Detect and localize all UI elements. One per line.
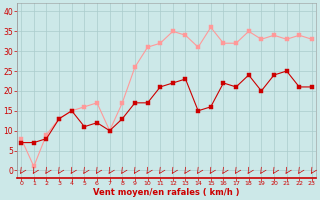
X-axis label: Vent moyen/en rafales ( km/h ): Vent moyen/en rafales ( km/h ) [93, 188, 240, 197]
